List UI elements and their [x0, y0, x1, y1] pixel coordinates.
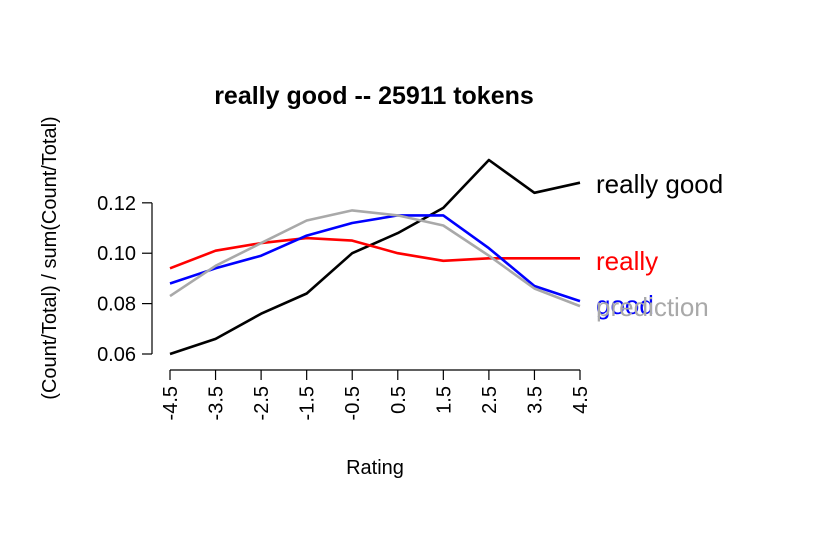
- series-label-really-good: really good: [596, 169, 723, 199]
- x-tick-label: 0.5: [388, 386, 410, 414]
- x-tick-label: 3.5: [524, 386, 546, 414]
- x-tick-label: -3.5: [206, 386, 228, 420]
- x-tick-label: -0.5: [342, 386, 364, 420]
- x-tick-label: 4.5: [570, 386, 592, 414]
- series-lines: [169, 158, 581, 356]
- series-line-good: [169, 214, 581, 303]
- y-axis-label: (Count/Total) / sum(Count/Total): [39, 116, 61, 399]
- y-tick-label: 0.06: [97, 344, 136, 366]
- x-tick-label: -1.5: [297, 386, 319, 420]
- x-axis-label: Rating: [346, 457, 404, 479]
- x-tick-label: -2.5: [251, 386, 273, 420]
- chart-title: really good -- 25911 tokens: [214, 82, 534, 110]
- y-tick-label: 0.10: [97, 243, 136, 265]
- x-tick-label: -4.5: [160, 386, 182, 420]
- series-label-prediction: prediction: [596, 292, 709, 322]
- series-line-prediction: [169, 209, 581, 308]
- x-tick-label: 1.5: [433, 386, 455, 414]
- series-label-really: really: [596, 246, 658, 276]
- axes: 0.06 0.08 0.10 0.12 -4.5 -3.5 -2.5 -1.5 -0.5 0.5 1…: [97, 193, 592, 421]
- series-line-really: [169, 236, 580, 270]
- series-line-really-good: [169, 158, 581, 356]
- y-tick-label: 0.12: [97, 193, 136, 215]
- series-label-good: good: [596, 290, 654, 320]
- x-tick-label: 2.5: [479, 386, 501, 414]
- y-tick-label: 0.08: [97, 294, 136, 316]
